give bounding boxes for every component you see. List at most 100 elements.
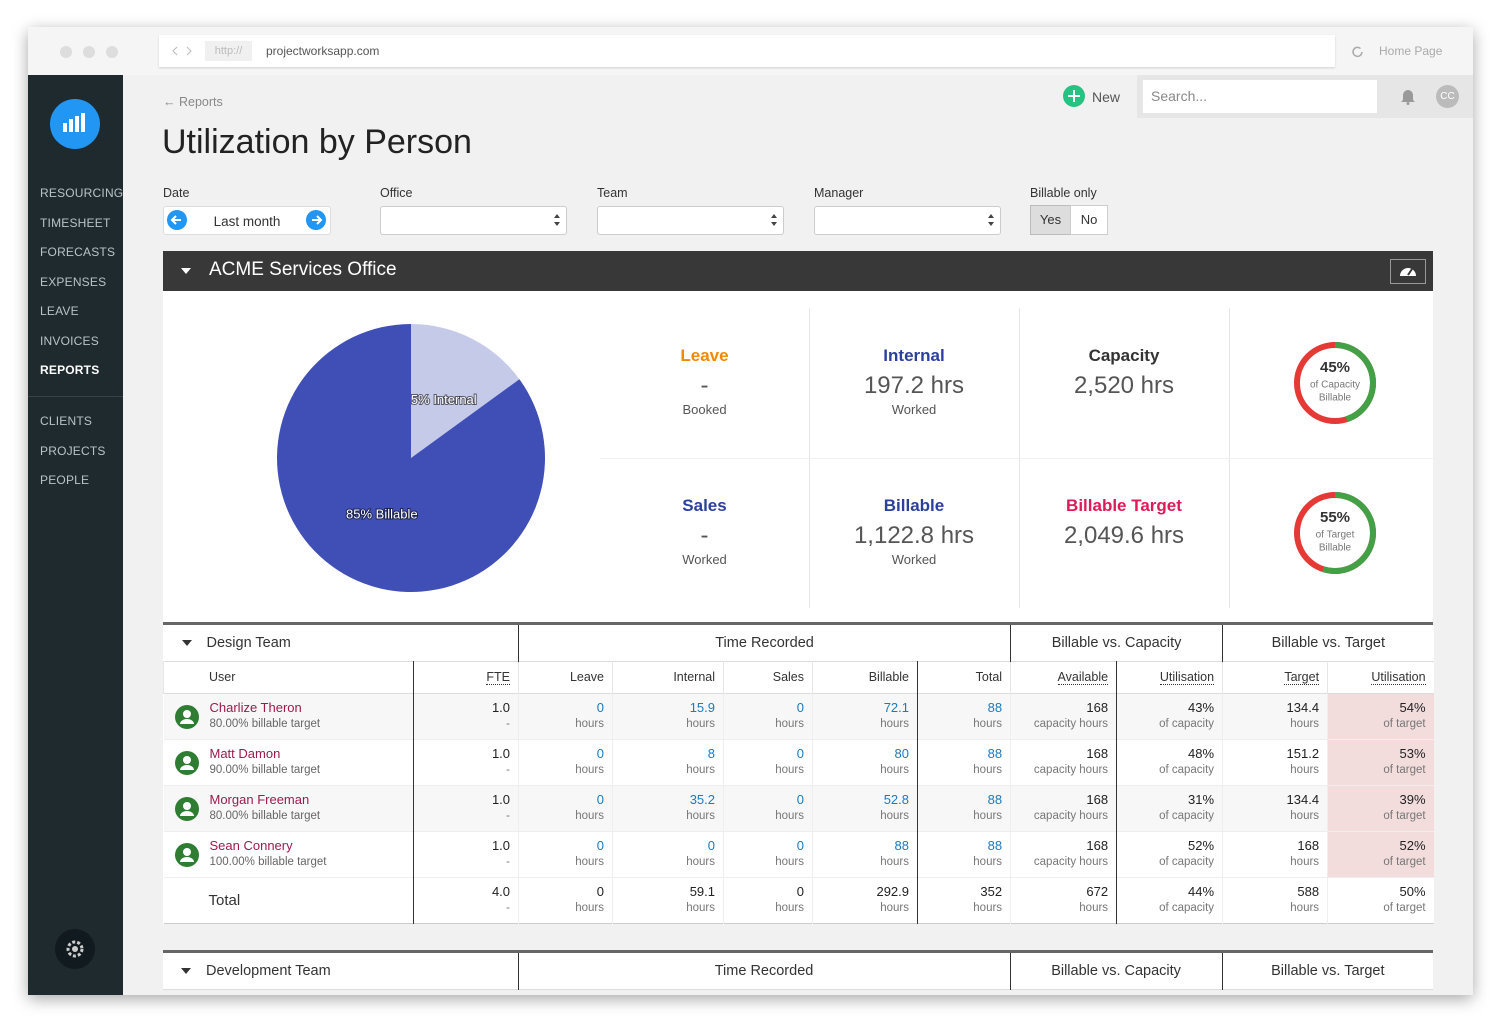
column-header: Utilisation xyxy=(1327,661,1434,693)
collapse-caret[interactable] xyxy=(181,638,193,648)
cell-value: 0 xyxy=(596,746,605,761)
section-bar xyxy=(163,251,1433,291)
value-cell: 52% of capacity xyxy=(1116,831,1223,877)
value-cell: 1.0 - xyxy=(412,785,519,831)
group-header: Time Recorded xyxy=(517,953,1011,989)
cell-sub: hours xyxy=(775,810,805,822)
value-cell: 0 hours xyxy=(723,739,813,785)
cell-sub: of target xyxy=(1383,856,1426,868)
nav-item[interactable]: FORECASTS xyxy=(40,245,116,259)
value-cell: 0 hours xyxy=(518,877,613,923)
filter-label: Office xyxy=(380,186,413,200)
settings-button[interactable] xyxy=(55,929,95,969)
cell-sub: capacity hours xyxy=(1033,718,1109,730)
home-page-link[interactable]: Home Page xyxy=(1379,44,1443,58)
user-name[interactable]: Sean Connery xyxy=(209,838,293,853)
value-cell: 292.9 hours xyxy=(812,877,918,923)
team-select[interactable] xyxy=(597,206,784,235)
nav-item[interactable]: REPORTS xyxy=(40,363,100,377)
collapse-caret[interactable] xyxy=(180,266,192,276)
value-cell: 88 hours xyxy=(917,739,1011,785)
toggle-yes[interactable]: Yes xyxy=(1030,205,1071,235)
cell-sub: hours xyxy=(973,902,1003,914)
nav-item[interactable]: EXPENSES xyxy=(40,274,107,289)
value-cell: 0 hours xyxy=(612,831,724,877)
icon-body xyxy=(179,857,194,862)
date-prev[interactable] xyxy=(167,210,187,230)
user-icon xyxy=(174,705,199,729)
stat-title: Billable Target xyxy=(1066,496,1182,515)
cell-value: 88 xyxy=(894,838,910,853)
value-cell: 50% of target xyxy=(1327,877,1434,923)
logo[interactable] xyxy=(50,99,100,149)
value-cell: 588 hours xyxy=(1222,877,1328,923)
cell-sub: hours xyxy=(575,718,605,730)
date-next[interactable] xyxy=(306,210,326,230)
column-header: User xyxy=(163,661,414,693)
group-header: Billable vs. Target xyxy=(1222,625,1434,661)
stat-value: - xyxy=(700,372,709,399)
value-cell: 672 hours xyxy=(1010,877,1117,923)
user-name[interactable]: Charlize Theron xyxy=(209,700,302,715)
avatar[interactable]: CC xyxy=(1436,85,1459,108)
stat-value: 2,520 hrs xyxy=(1073,372,1175,399)
cell-sub: of capacity xyxy=(1159,902,1215,914)
cell-value: 53% xyxy=(1399,746,1426,761)
reload-icon[interactable] xyxy=(1351,45,1365,59)
stat-title: Capacity xyxy=(1088,346,1160,365)
office-select[interactable] xyxy=(380,206,567,235)
toggle-no[interactable]: No xyxy=(1070,205,1108,235)
value-cell: 0 hours xyxy=(723,877,813,923)
cell-sub: hours xyxy=(775,764,805,776)
cell-value: 52.8 xyxy=(883,792,910,807)
column-header: Available xyxy=(1010,661,1117,693)
nav-item[interactable]: LEAVE xyxy=(40,304,79,318)
user-target: 80.00% billable target xyxy=(209,810,321,822)
cell-sub: hours xyxy=(973,718,1003,730)
breadcrumb[interactable]: ← Reports xyxy=(163,95,223,109)
manager-select[interactable] xyxy=(814,206,1001,235)
stat-value: 2,049.6 hrs xyxy=(1063,522,1185,549)
icon-head xyxy=(182,710,191,718)
new-button[interactable]: New xyxy=(1092,89,1121,105)
column-label: Sales xyxy=(772,670,805,684)
value-cell: 59.1 hours xyxy=(612,877,724,923)
icon-head xyxy=(182,756,191,764)
dashboard-button[interactable] xyxy=(1390,259,1426,284)
new-icon[interactable] xyxy=(1062,84,1086,108)
column-label: Total xyxy=(975,670,1003,684)
cell-value: 88 xyxy=(987,746,1003,761)
cell-sub: hours xyxy=(686,764,716,776)
nav-item[interactable]: RESOURCING xyxy=(40,186,124,200)
cell-value: 168 xyxy=(1086,746,1109,761)
cell-value: 352 xyxy=(980,884,1003,899)
section-title: ACME Services Office xyxy=(209,259,397,280)
nav-item[interactable]: CLIENTS xyxy=(40,414,93,428)
search-input[interactable]: Search... xyxy=(1143,80,1377,113)
url-bar[interactable] xyxy=(159,35,1335,67)
stat-value: - xyxy=(700,522,709,549)
cell-value: 52% xyxy=(1399,838,1426,853)
collapse-caret[interactable] xyxy=(180,966,192,976)
cell-sub: hours xyxy=(973,764,1003,776)
nav-item[interactable]: TIMESHEET xyxy=(40,215,111,230)
team-name: Design Team xyxy=(206,634,291,651)
column-label: FTE xyxy=(486,670,511,685)
value-cell: 168 hours xyxy=(1222,831,1328,877)
column-header: FTE xyxy=(412,661,519,693)
user-name[interactable]: Morgan Freeman xyxy=(209,792,310,807)
nav-item[interactable]: PEOPLE xyxy=(40,473,90,487)
nav-item[interactable]: INVOICES xyxy=(40,333,99,348)
user-name[interactable]: Matt Damon xyxy=(209,746,281,761)
column-header: Billable xyxy=(812,661,918,693)
value-cell: 168 capacity hours xyxy=(1010,785,1117,831)
date-value[interactable]: Last month xyxy=(213,214,281,229)
nav-item[interactable]: PROJECTS xyxy=(40,443,106,458)
bell-icon[interactable] xyxy=(1399,87,1417,105)
value-cell: 43% of capacity xyxy=(1116,693,1223,739)
pie-chart: 15% Internal 85% Billable xyxy=(276,324,545,592)
column-header: Leave xyxy=(518,661,613,693)
cell-sub: hours xyxy=(1290,718,1320,730)
nav-arrows[interactable] xyxy=(170,44,196,58)
stat-sub: Worked xyxy=(891,402,937,417)
